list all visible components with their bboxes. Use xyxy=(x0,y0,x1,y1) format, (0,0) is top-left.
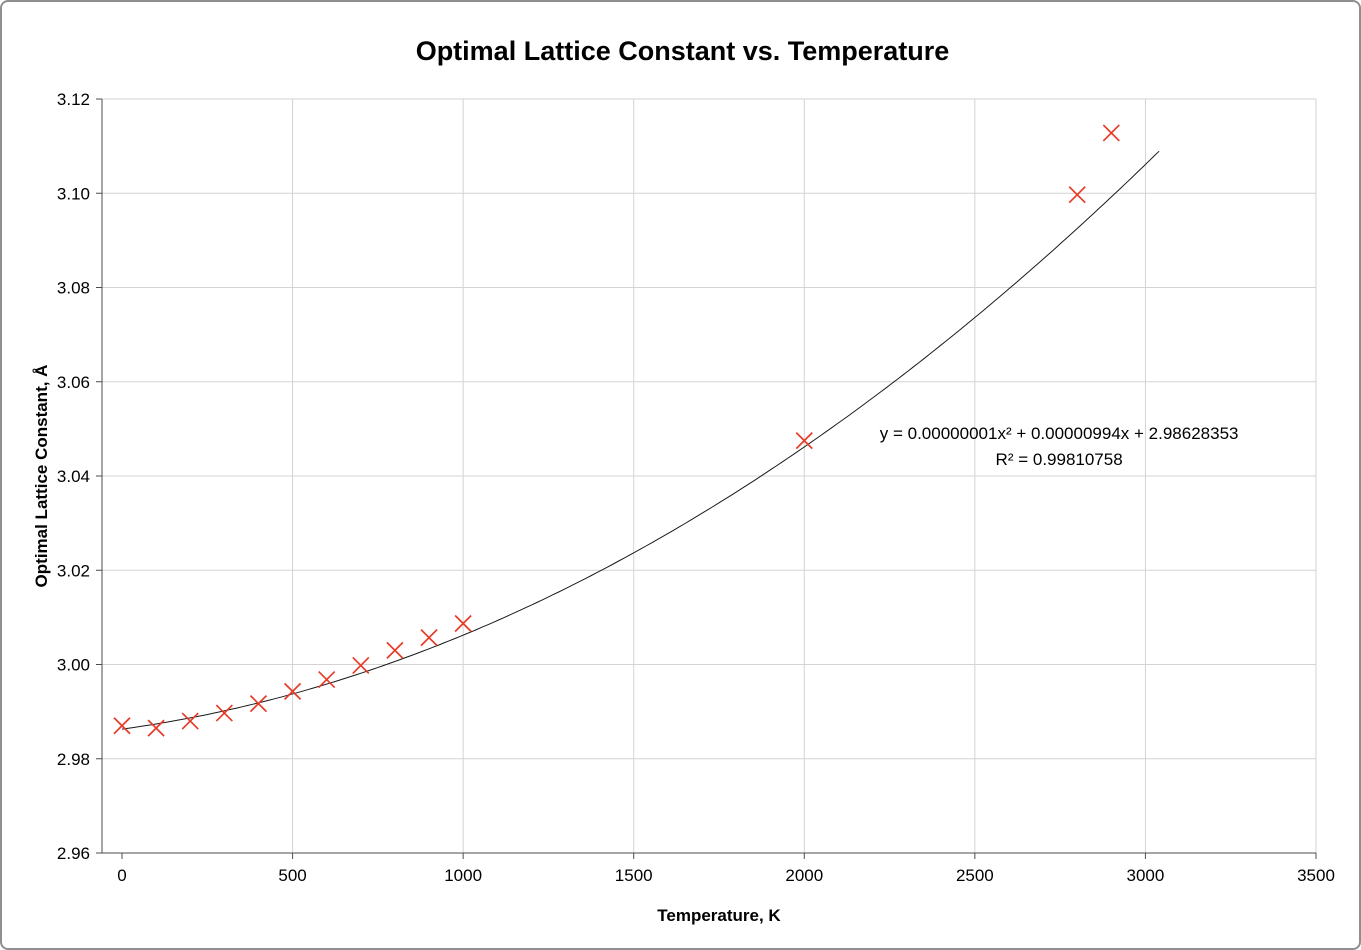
y-tick-label: 2.96 xyxy=(57,844,90,863)
r-squared-label: R² = 0.99810758 xyxy=(996,450,1123,469)
data-point-marker xyxy=(215,704,233,722)
trendline-equation: y = 0.00000001x² + 0.00000994x + 2.98628… xyxy=(880,424,1239,443)
data-point-marker xyxy=(420,629,438,647)
gridlines xyxy=(102,98,1317,854)
chart-title: Optimal Lattice Constant vs. Temperature xyxy=(416,36,950,66)
data-point-marker xyxy=(318,670,336,689)
y-tick-label: 3.06 xyxy=(57,373,90,392)
data-point-marker xyxy=(181,712,199,730)
x-tick-label: 0 xyxy=(117,866,126,885)
data-point-marker xyxy=(283,682,302,700)
y-tick-label: 3.12 xyxy=(57,90,90,109)
y-axis-ticks xyxy=(96,98,102,854)
x-tick-label: 2000 xyxy=(785,866,823,885)
y-tick-label: 3.00 xyxy=(57,656,90,675)
data-point-marker xyxy=(454,614,472,633)
data-point-marker xyxy=(249,695,268,713)
data-point-marker xyxy=(1068,186,1086,204)
x-tick-label: 3000 xyxy=(1127,866,1165,885)
data-point-marker xyxy=(352,656,370,675)
y-axis-label: Optimal Lattice Constant, Å xyxy=(32,365,51,588)
x-tick-label: 1500 xyxy=(615,866,653,885)
y-tick-label: 2.98 xyxy=(57,750,90,769)
x-tick-label: 1000 xyxy=(444,866,482,885)
y-tick-label: 3.02 xyxy=(57,561,90,580)
data-point-marker xyxy=(147,719,165,737)
x-axis-label: Temperature, K xyxy=(657,906,781,925)
data-point-marker xyxy=(795,432,813,450)
y-tick-label: 3.10 xyxy=(57,184,90,203)
x-axis-ticks xyxy=(121,853,1317,859)
x-tick-label: 2500 xyxy=(956,866,994,885)
data-point-marker xyxy=(386,641,404,659)
data-series xyxy=(113,124,1120,737)
y-tick-label: 3.04 xyxy=(57,467,90,486)
data-point-marker xyxy=(1102,124,1120,142)
data-point-marker xyxy=(113,717,131,735)
x-tick-label: 3500 xyxy=(1297,866,1335,885)
x-tick-label: 500 xyxy=(278,866,306,885)
y-tick-label: 3.08 xyxy=(57,279,90,298)
